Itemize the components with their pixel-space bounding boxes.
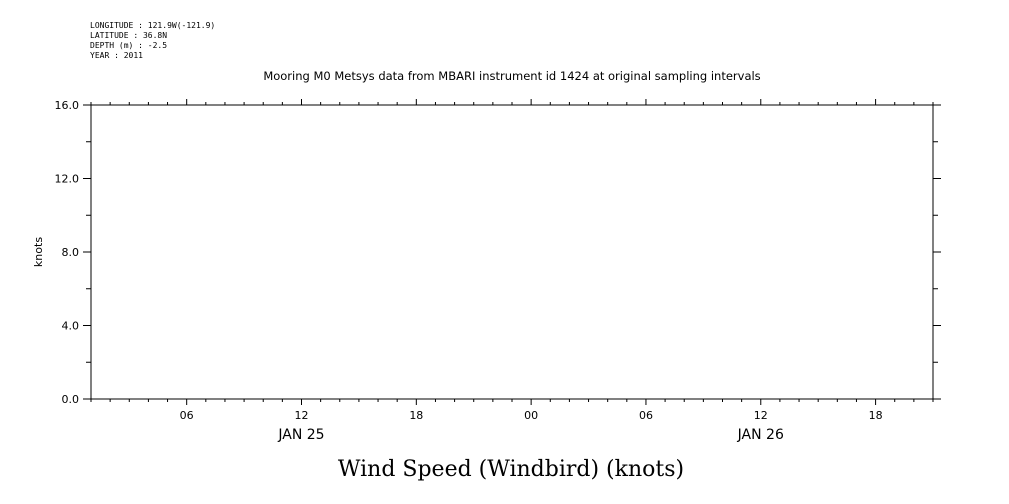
axis-ticks: [83, 99, 941, 405]
y-tick-label: 16.0: [55, 99, 80, 112]
day-label: JAN 25: [277, 427, 324, 443]
day-label: JAN 26: [737, 427, 784, 443]
x-axis-label: Wind Speed (Windbird) (knots): [338, 457, 684, 482]
x-tick-label: 18: [409, 409, 423, 422]
plot-frame: [90, 104, 934, 400]
chart-title: Mooring M0 Metsys data from MBARI instru…: [263, 69, 760, 83]
day-labels: JAN 20JAN 21JAN 22JAN 23JAN 24JAN 25JAN …: [277, 427, 784, 443]
y-tick-label: 0.0: [62, 393, 80, 406]
y-tick-label: 12.0: [55, 173, 80, 186]
x-tick-label: 12: [295, 409, 309, 422]
year-text: YEAR : 2011: [90, 51, 143, 60]
metadata-block: LONGITUDE : 121.9W(-121.9) LATITUDE : 36…: [90, 21, 215, 61]
y-tick-label: 4.0: [62, 320, 80, 333]
y-tick-label: 8.0: [62, 246, 80, 259]
x-tick-label: 06: [180, 409, 194, 422]
longitude-text: LONGITUDE : 121.9W(-121.9): [90, 21, 216, 30]
x-tick-labels: 06 12 18 00 06 12 18: [180, 409, 883, 422]
y-axis-label: knots: [32, 237, 45, 267]
x-tick-label: 00: [524, 409, 538, 422]
x-tick-label: 12: [754, 409, 768, 422]
latitude-text: LATITUDE : 36.8N: [90, 31, 168, 40]
y-tick-labels: 0.0 4.0 8.0 12.0 16.0: [55, 99, 80, 406]
x-tick-label: 18: [869, 409, 883, 422]
x-tick-label: 06: [639, 409, 653, 422]
depth-text: DEPTH (m) : -2.5: [90, 41, 168, 50]
